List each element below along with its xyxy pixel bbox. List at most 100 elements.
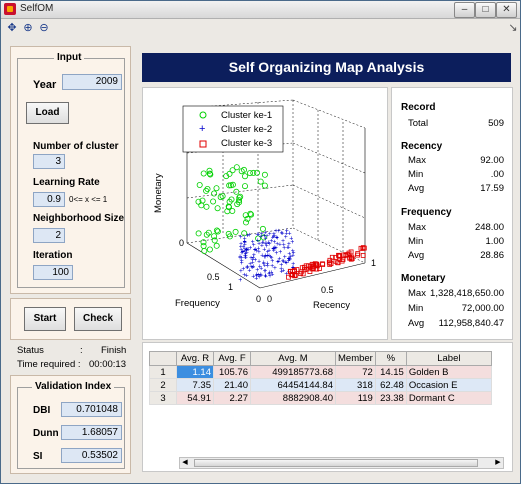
pan-icon[interactable]: ✥	[7, 22, 17, 34]
member-cell[interactable]: 72	[335, 365, 376, 379]
horizontal-scrollbar[interactable]: ◀ ▶	[179, 457, 504, 469]
year-label: Year	[33, 79, 57, 91]
scrollbar-thumb[interactable]	[194, 459, 478, 467]
cluster-2-point: +	[257, 241, 261, 248]
member-cell[interactable]: 318	[335, 378, 376, 392]
member-cell[interactable]: 119	[335, 391, 376, 405]
zoom-out-icon[interactable]: ⊖	[39, 22, 49, 34]
cluster-2-point: +	[264, 236, 268, 243]
cluster-2-point: +	[270, 272, 274, 279]
column-header[interactable]: Label	[405, 351, 492, 366]
percent-cell[interactable]: 14.15	[374, 365, 407, 379]
cluster-2-point: +	[287, 256, 291, 263]
label-cell[interactable]: Golden B	[405, 365, 492, 379]
cluster-1-point	[250, 169, 257, 176]
table-row[interactable]: 2 7.35 21.40 64454144.84 318 62.48 Occasion E	[149, 378, 492, 392]
table-row[interactable]: 1 1.14 105.76 499185773.68 72 14.15 Golden B	[149, 365, 492, 379]
year-field[interactable]: 2009	[62, 74, 122, 90]
percent-cell[interactable]: 23.38	[374, 391, 407, 405]
cluster-2-point: +	[272, 247, 276, 254]
cluster-2-point: +	[243, 246, 247, 253]
column-header[interactable]: Avg. M	[250, 351, 336, 366]
si-field[interactable]: 0.53502	[61, 448, 122, 463]
column-header[interactable]: Avg. R	[176, 351, 214, 366]
cluster-2-point: +	[277, 228, 281, 235]
avg-f-cell[interactable]: 105.76	[213, 365, 251, 379]
toolbar-dock-arrow-icon[interactable]: ↘	[508, 22, 518, 34]
cluster-3-point	[355, 252, 360, 258]
minimize-button[interactable]: –	[454, 2, 475, 18]
cluster-2-point: +	[274, 235, 278, 242]
label-cell[interactable]: Occasion E	[405, 378, 492, 392]
cluster-2-point: +	[272, 233, 276, 240]
zoom-in-icon[interactable]: ⊕	[23, 22, 33, 34]
cluster-2-point: +	[266, 263, 270, 270]
cluster-2-point: +	[239, 241, 243, 248]
row-index-cell[interactable]: 3	[149, 391, 177, 405]
load-button[interactable]: Load	[26, 102, 69, 124]
column-header[interactable]: Member	[335, 351, 376, 366]
cluster-2-point: +	[272, 232, 276, 239]
clusters-field[interactable]: 3	[33, 154, 65, 169]
cluster-3-point	[360, 245, 366, 251]
cluster-2-point: +	[251, 259, 255, 266]
cluster-2-point: +	[262, 233, 266, 240]
cluster-2-point: +	[263, 263, 267, 270]
cluster-2-point: +	[264, 241, 268, 248]
start-button[interactable]: Start	[24, 307, 66, 331]
cluster-3d-scatter-plot[interactable]: ++++++++++++++++++++++++++++++++++++++++…	[143, 88, 387, 339]
row-index-cell[interactable]: 2	[149, 378, 177, 392]
percent-cell[interactable]: 62.48	[374, 378, 407, 392]
cluster-2-point: +	[257, 272, 261, 279]
learning-rate-field[interactable]: 0.9	[33, 192, 65, 207]
neighborhood-size-field[interactable]: 2	[33, 228, 65, 243]
z-axis-label: Monetary	[153, 173, 164, 213]
cluster-3-point	[291, 268, 297, 273]
label-cell[interactable]: Dormant C	[405, 391, 492, 405]
avg-f-cell[interactable]: 2.27	[213, 391, 251, 405]
close-button[interactable]: ✕	[496, 2, 517, 18]
scroll-left-arrow-icon[interactable]: ◀	[182, 459, 188, 466]
cluster-2-point: +	[280, 230, 284, 237]
recency-max-value: 92.00	[480, 155, 504, 166]
cluster-2-point: +	[274, 250, 278, 257]
cluster-2-point: +	[276, 259, 280, 266]
avg-f-cell[interactable]: 21.40	[213, 378, 251, 392]
cluster-1-point	[234, 201, 241, 208]
cluster-1-point	[211, 237, 218, 244]
cluster-2-point: +	[242, 272, 246, 279]
cluster-2-point: +	[268, 273, 272, 280]
cluster-2-point: +	[271, 246, 275, 253]
iteration-field[interactable]: 100	[33, 265, 73, 280]
avg-m-cell[interactable]: 64454144.84	[250, 378, 336, 392]
cluster-1-point	[204, 186, 211, 193]
cluster-2-point: +	[245, 264, 249, 271]
maximize-button[interactable]: □	[475, 2, 496, 18]
check-button[interactable]: Check	[74, 307, 122, 331]
cluster-2-point: +	[256, 238, 260, 245]
scroll-right-arrow-icon[interactable]: ▶	[495, 459, 501, 466]
monetary-max-label: Max	[408, 288, 426, 299]
row-index-cell[interactable]: 1	[149, 365, 177, 379]
cluster-2-point: +	[273, 246, 277, 253]
avg-m-cell[interactable]: 8882908.40	[250, 391, 336, 405]
cluster-2-point: +	[263, 254, 267, 261]
avg-r-cell[interactable]: 1.14	[176, 365, 214, 379]
window-title: SelfOM	[20, 3, 54, 14]
legend-cluster-2-label: Cluster ke-2	[221, 124, 272, 135]
avg-r-cell[interactable]: 7.35	[176, 378, 214, 392]
cluster-2-point: +	[258, 263, 262, 270]
grid-line	[186, 227, 294, 244]
cluster-2-point: +	[291, 248, 295, 255]
recency-heading: Recency	[401, 141, 443, 152]
column-header[interactable]: %	[374, 351, 407, 366]
column-header[interactable]: Avg. F	[213, 351, 251, 366]
dunn-field[interactable]: 1.68057	[61, 425, 122, 440]
cluster-2-point: +	[243, 239, 247, 246]
cluster-2-point: +	[263, 268, 267, 275]
cluster-2-point: +	[255, 231, 259, 238]
table-row[interactable]: 3 54.91 2.27 8882908.40 119 23.38 Dormant C	[149, 391, 492, 405]
dbi-field[interactable]: 0.701048	[61, 402, 122, 417]
avg-r-cell[interactable]: 54.91	[176, 391, 214, 405]
avg-m-cell[interactable]: 499185773.68	[250, 365, 336, 379]
